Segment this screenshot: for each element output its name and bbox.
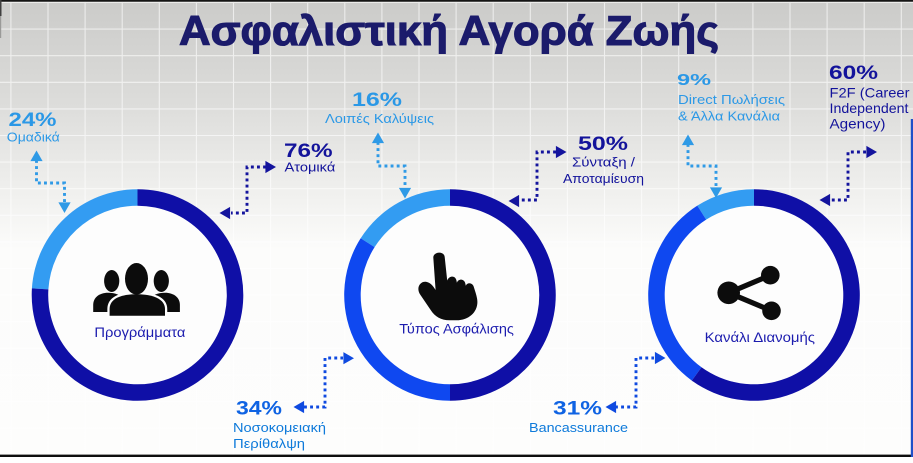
svg-text:Κανάλι Διανομής: Κανάλι Διανομής <box>705 329 816 345</box>
svg-text:Νοσοκομειακή: Νοσοκομειακή <box>233 420 326 435</box>
svg-text:Ατομικά: Ατομικά <box>285 160 336 175</box>
svg-text:Προγράμματα: Προγράμματα <box>94 324 185 340</box>
svg-text:24%: 24% <box>9 110 57 131</box>
svg-text:F2F (Career: F2F (Career <box>830 84 910 100</box>
svg-text:31%: 31% <box>553 399 602 420</box>
svg-text:50%: 50% <box>578 134 628 155</box>
svg-text:34%: 34% <box>236 399 282 420</box>
svg-text:Ασφαλιστική Αγορά Ζωής: Ασφαλιστική Αγορά Ζωής <box>179 7 719 54</box>
svg-text:Τύπος Ασφάλισης: Τύπος Ασφάλισης <box>399 321 514 337</box>
svg-text:Ομαδικά: Ομαδικά <box>7 130 61 145</box>
svg-text:Σύνταξη /: Σύνταξη / <box>572 155 635 170</box>
svg-text:Λοιπές Καλύψεις: Λοιπές Καλύψεις <box>325 111 434 126</box>
svg-text:Direct Πωλήσεις: Direct Πωλήσεις <box>678 92 785 107</box>
svg-text:& Άλλα Κανάλια: & Άλλα Κανάλια <box>678 109 781 124</box>
svg-text:Περίθαλψη: Περίθαλψη <box>233 436 305 451</box>
svg-text:Bancassurance: Bancassurance <box>529 420 628 435</box>
svg-text:76%: 76% <box>284 141 333 162</box>
svg-text:9%: 9% <box>677 72 711 89</box>
svg-text:Independent: Independent <box>830 100 909 116</box>
svg-text:16%: 16% <box>352 90 402 111</box>
svg-text:Αποταμίευση: Αποταμίευση <box>563 171 644 186</box>
svg-text:Agency): Agency) <box>830 116 886 132</box>
svg-text:60%: 60% <box>829 63 878 84</box>
